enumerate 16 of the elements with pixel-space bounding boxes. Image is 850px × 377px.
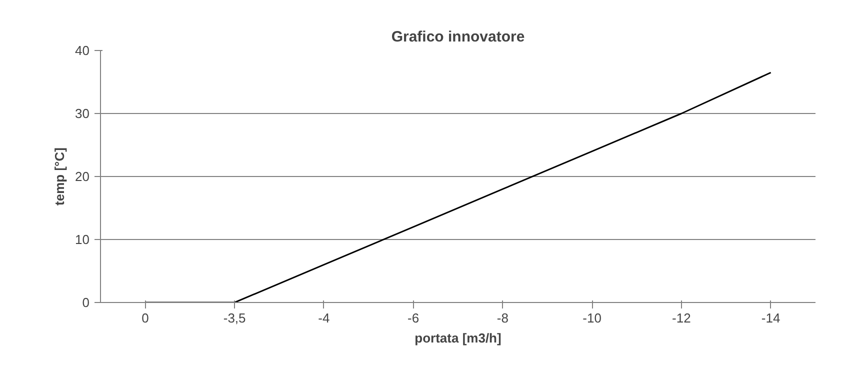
x-axis-title: portata [m3/h]: [414, 330, 502, 346]
x-tick-label: -10: [582, 310, 602, 326]
x-tick-label: -8: [496, 310, 508, 326]
x-tick-label: 0: [142, 310, 149, 326]
y-axis-title: temp [°C]: [52, 148, 68, 206]
x-tick-label: -4: [318, 310, 330, 326]
y-tick-label: 20: [75, 169, 90, 184]
x-tick-label: -12: [672, 310, 691, 326]
y-tick-label: 40: [75, 43, 90, 58]
y-tick-label: 10: [75, 232, 90, 247]
y-tick-label: 30: [75, 106, 90, 121]
y-tick-label: 0: [82, 295, 90, 310]
x-tick-label: -6: [408, 310, 420, 326]
chart-title: Grafico innovatore: [391, 28, 525, 46]
x-tick-label: -14: [761, 310, 780, 326]
x-tick-label: -3,5: [223, 310, 246, 326]
